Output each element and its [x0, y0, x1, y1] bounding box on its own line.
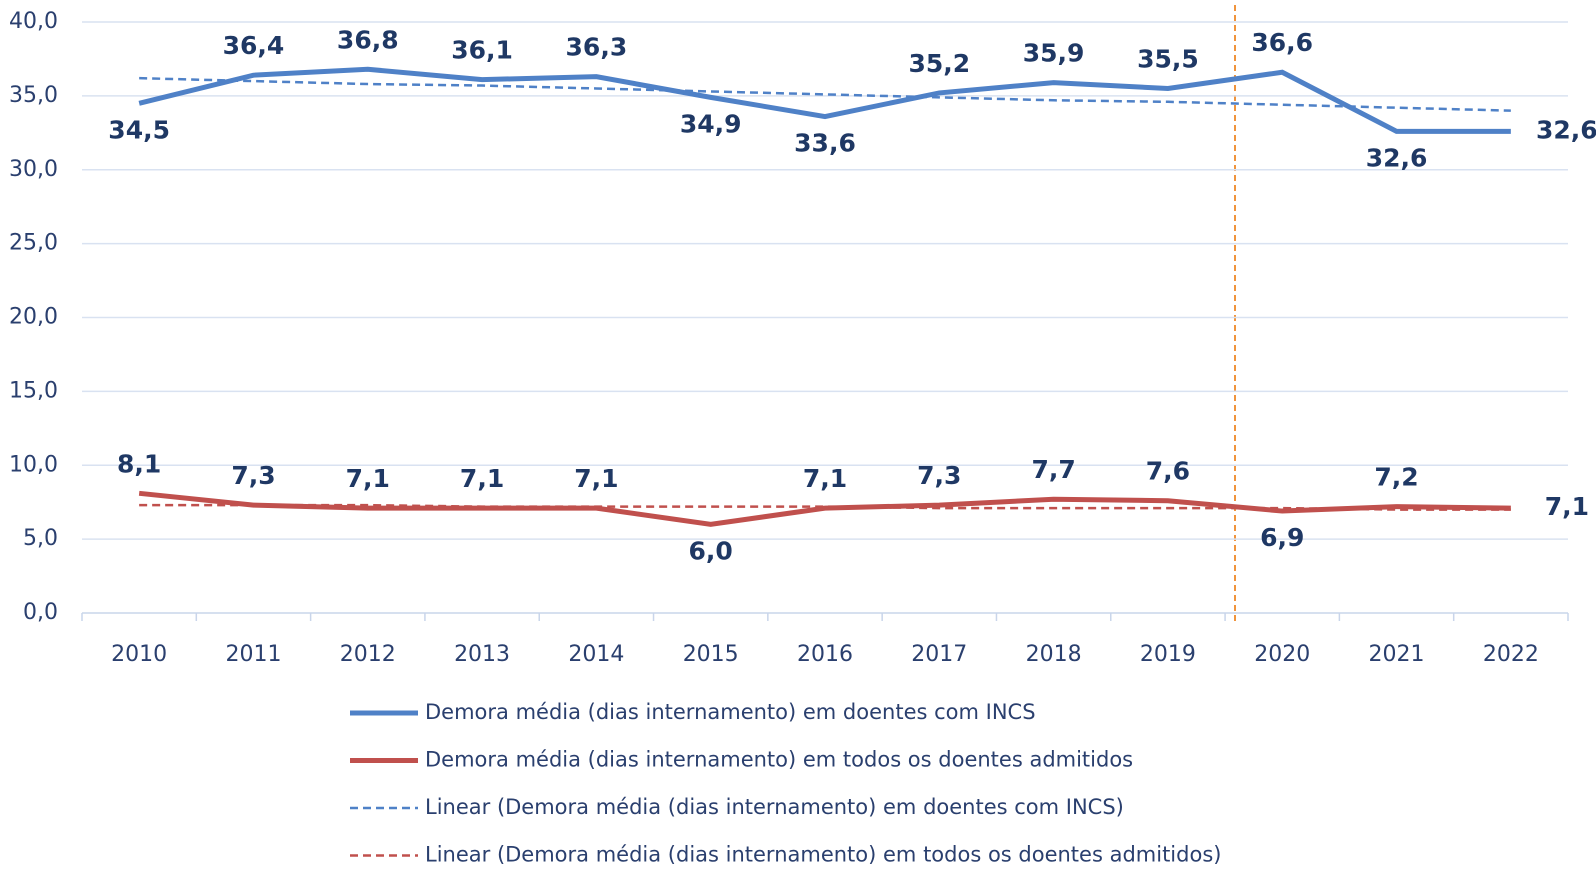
data-label: 7,7 — [1031, 455, 1075, 484]
x-tick-label: 2013 — [454, 642, 510, 667]
y-tick-label: 30,0 — [9, 157, 58, 182]
data-label: 6,9 — [1260, 523, 1304, 552]
series-line — [138, 66, 1511, 134]
y-tick-label: 15,0 — [9, 378, 58, 403]
legend-label: Demora média (dias internamento) em doen… — [425, 700, 1036, 724]
x-tick-label: 2014 — [568, 642, 624, 667]
legend-label: Demora média (dias internamento) em todo… — [425, 748, 1133, 772]
y-tick-label: 10,0 — [9, 452, 58, 477]
series-line — [138, 490, 1511, 527]
data-label: 33,6 — [794, 129, 856, 158]
data-label: 7,1 — [460, 464, 504, 493]
data-label: 36,4 — [223, 31, 285, 60]
x-tick-label: 2015 — [683, 642, 739, 667]
data-label: 36,1 — [451, 36, 513, 65]
data-label: 7,3 — [231, 461, 275, 490]
legend-label: Linear (Demora média (dias internamento)… — [425, 795, 1124, 819]
data-label: 7,1 — [574, 464, 618, 493]
data-label: 35,5 — [1137, 44, 1199, 73]
data-label: 32,6 — [1366, 143, 1428, 172]
x-tick-label: 2019 — [1140, 642, 1196, 667]
data-label: 7,2 — [1374, 463, 1418, 492]
data-label: 36,3 — [566, 33, 628, 62]
x-tick-label: 2012 — [340, 642, 396, 667]
data-label: 7,1 — [803, 464, 847, 493]
y-tick-label: 40,0 — [9, 9, 58, 34]
data-label: 7,1 — [346, 464, 390, 493]
x-tick-label: 2021 — [1369, 642, 1425, 667]
y-tick-label: 5,0 — [23, 526, 58, 551]
legend-label: Linear (Demora média (dias internamento)… — [425, 843, 1221, 867]
data-label: 7,1 — [1545, 492, 1589, 521]
data-label: 35,2 — [908, 49, 970, 78]
x-tick-label: 2010 — [111, 642, 167, 667]
x-tick-label: 2011 — [225, 642, 281, 667]
data-label: 32,6 — [1536, 115, 1596, 144]
data-label: 36,6 — [1251, 28, 1313, 57]
trend-line — [139, 76, 1511, 112]
trend-line — [139, 503, 1511, 511]
x-tick-label: 2018 — [1026, 642, 1082, 667]
data-label: 7,6 — [1146, 457, 1190, 486]
data-label: 8,1 — [117, 449, 161, 478]
data-label: 35,9 — [1023, 39, 1085, 68]
data-label: 36,8 — [337, 25, 399, 54]
y-tick-label: 0,0 — [23, 600, 58, 625]
y-tick-label: 20,0 — [9, 305, 58, 330]
data-label: 34,5 — [108, 115, 170, 144]
data-label: 7,3 — [917, 461, 961, 490]
y-tick-label: 25,0 — [9, 231, 58, 256]
x-tick-label: 2017 — [911, 642, 967, 667]
x-tick-label: 2020 — [1254, 642, 1310, 667]
y-tick-label: 35,0 — [9, 83, 58, 108]
x-tick-label: 2016 — [797, 642, 853, 667]
data-label: 34,9 — [680, 109, 742, 138]
x-tick-label: 2022 — [1483, 642, 1539, 667]
data-label: 6,0 — [689, 536, 733, 565]
